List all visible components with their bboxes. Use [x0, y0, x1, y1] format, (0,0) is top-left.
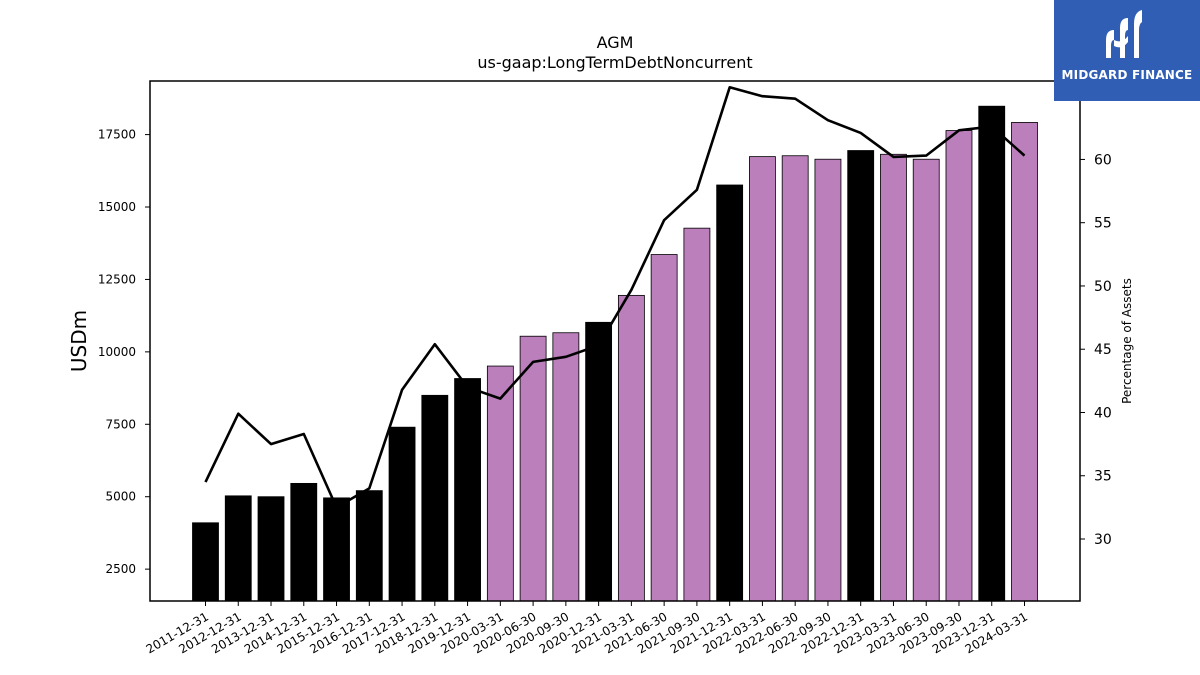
y-tick-label: 2500 [105, 562, 136, 576]
chart-title: AGM [597, 33, 634, 52]
bar-2012-12-31 [224, 495, 252, 602]
bar-2021-12-31 [716, 184, 744, 602]
bar-2023-09-30 [945, 130, 973, 602]
y-tick-label: 17500 [98, 128, 136, 142]
bar-2021-06-30 [650, 254, 678, 602]
bar-2022-06-30 [781, 155, 809, 602]
bar-2014-12-31 [290, 482, 318, 602]
bar-2020-09-30 [552, 332, 580, 602]
bar-2022-12-31 [847, 150, 875, 602]
bar-2011-12-31 [192, 522, 219, 602]
y-axis-label: USDm [67, 310, 91, 372]
x-axis-ticks: 2011-12-312012-12-312013-12-312014-12-31… [144, 601, 1030, 656]
bar-2018-12-31 [421, 394, 449, 602]
y2-tick-label: 40 [1094, 405, 1112, 421]
logo-text: MIDGARD FINANCE [1061, 68, 1193, 82]
y-axis-ticks: 2500 5000 7500 10000 12500 15000 17500 [98, 128, 150, 576]
y2-axis-label: Percentage of Assets [1120, 278, 1134, 404]
percentage-of-assets-line [204, 86, 1026, 509]
bar-2013-12-31 [257, 496, 285, 602]
line-series [204, 86, 1026, 509]
bar-2020-06-30 [519, 335, 547, 602]
bar-2021-03-31 [617, 294, 645, 602]
bar-2017-12-31 [388, 426, 416, 602]
y2-tick-label: 60 [1094, 152, 1112, 168]
y-tick-label: 7500 [105, 417, 136, 431]
y2-tick-label: 45 [1094, 342, 1112, 358]
y-tick-label: 15000 [98, 200, 136, 214]
bar-2016-12-31 [355, 490, 383, 602]
bar-2023-06-30 [912, 158, 940, 602]
bar-2015-12-31 [323, 497, 350, 602]
y2-tick-label: 35 [1094, 469, 1112, 485]
bar-2022-03-31 [749, 156, 776, 602]
bar-2023-03-31 [880, 153, 907, 602]
bar-2022-09-30 [814, 158, 842, 602]
midgard-finance-logo: MIDGARD FINANCE [1054, 0, 1200, 101]
bar-2020-12-31 [585, 321, 613, 602]
bar-2019-12-31 [454, 378, 481, 602]
bar-2020-03-31 [486, 365, 514, 602]
bar-2024-03-31 [1011, 122, 1038, 602]
chart-subtitle: us-gaap:LongTermDebtNoncurrent [477, 53, 752, 72]
bar-2023-12-31 [978, 105, 1006, 602]
y2-tick-label: 50 [1094, 279, 1112, 295]
y-tick-label: 5000 [105, 490, 136, 504]
bar-series [192, 105, 1038, 602]
y2-axis-ticks: 3035404550556065 [1080, 89, 1112, 548]
y2-tick-label: 30 [1094, 532, 1112, 548]
plot-frame [149, 80, 1081, 602]
y-tick-label: 12500 [98, 272, 136, 286]
y2-tick-label: 55 [1094, 216, 1112, 232]
y-tick-label: 10000 [98, 345, 136, 359]
bar-2021-09-30 [683, 227, 711, 602]
midgard-logo-icon [1106, 10, 1142, 58]
